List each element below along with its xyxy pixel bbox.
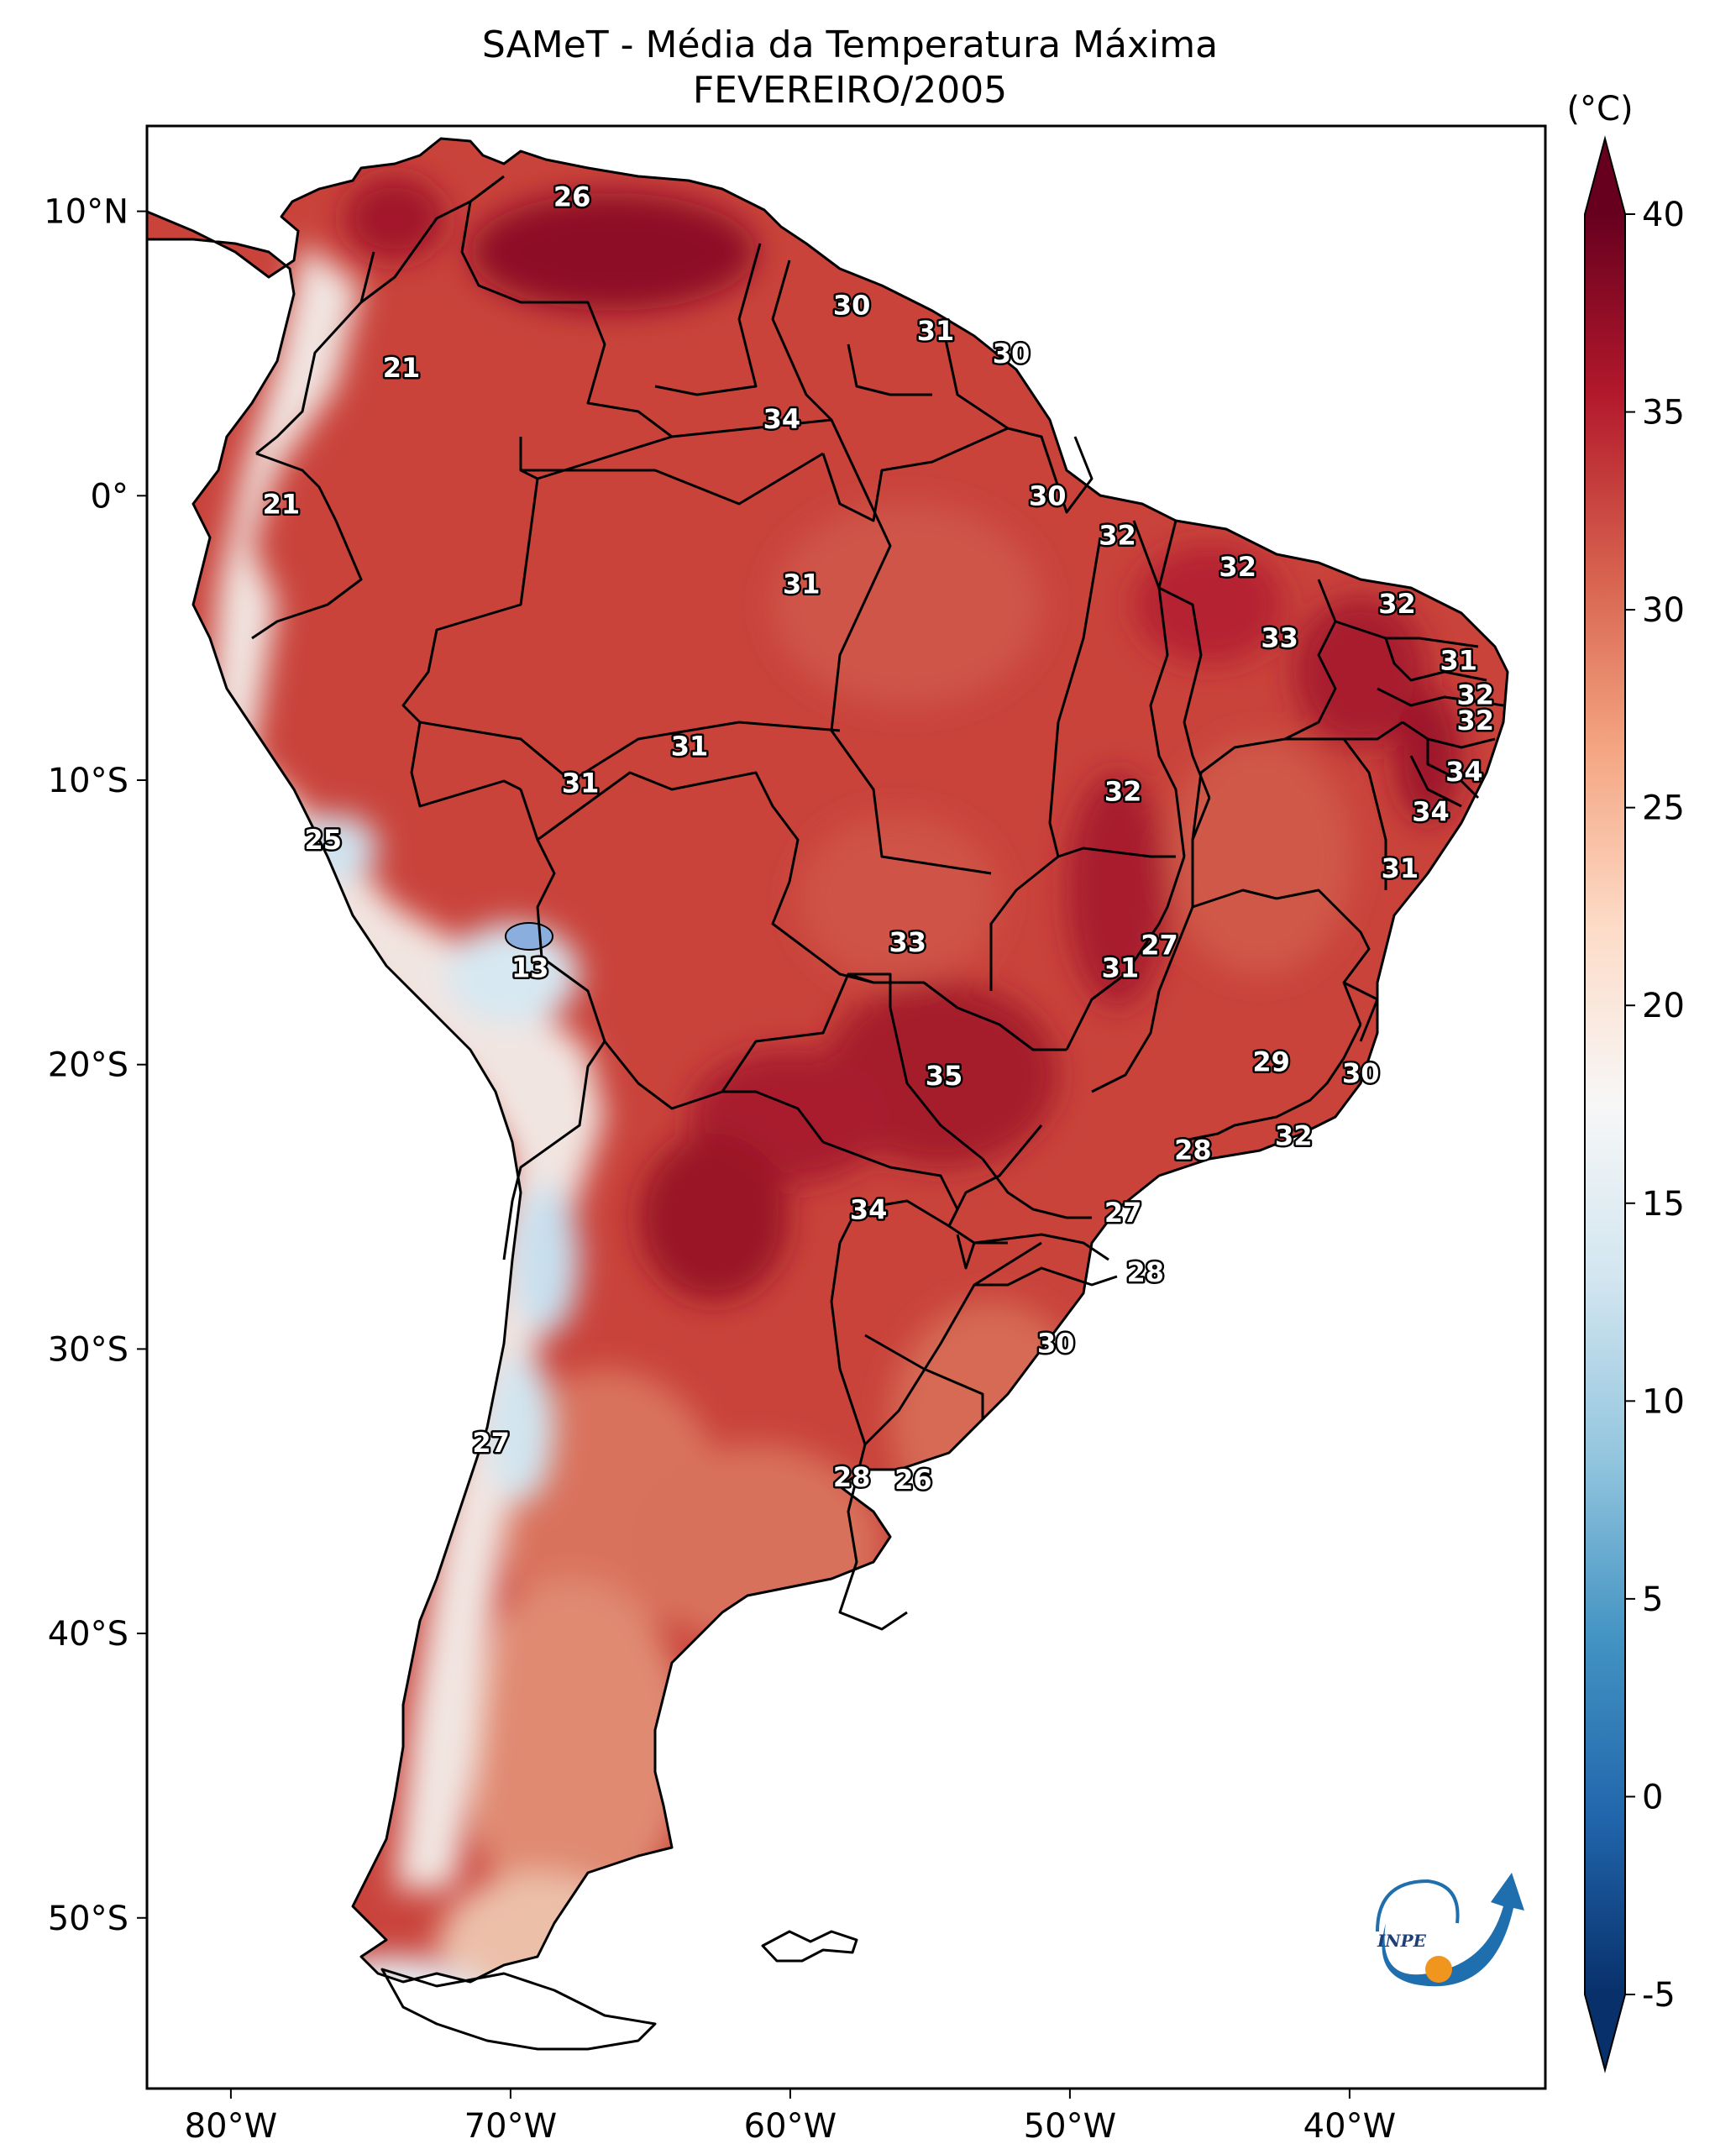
political-borders [251, 175, 1504, 1631]
colorbar-tick-label: 5 [1642, 1580, 1663, 1619]
colorbar-tick-label: 25 [1642, 789, 1685, 828]
temperature-label: 29 [1252, 1046, 1290, 1077]
temperature-label: 30 [1029, 480, 1067, 511]
tierra-del-fuego [380, 1968, 657, 2051]
temperature-label: 27 [1141, 929, 1178, 961]
lat-tick-label: 10°S [48, 762, 128, 800]
lat-tick-label: 10°N [44, 193, 128, 232]
temperature-label: 27 [472, 1427, 510, 1459]
temperature-label: 28 [1174, 1134, 1212, 1166]
temperature-label: 34 [763, 403, 801, 435]
lat-tick-label: 0° [91, 477, 128, 516]
temperature-label: 21 [263, 488, 301, 520]
temperature-label: 25 [305, 824, 343, 856]
temperature-label: 28 [1127, 1256, 1165, 1288]
temperature-label: 32 [1099, 520, 1136, 552]
temperature-label: 30 [1037, 1328, 1075, 1360]
temperature-label: 31 [1440, 645, 1478, 677]
map-subtitle: FEVEREIRO/2005 [693, 69, 1007, 112]
temperature-label: 30 [833, 289, 871, 321]
temperature-label: 31 [1102, 952, 1140, 984]
colorbar-ramp [1585, 214, 1625, 1994]
coastline-outline [145, 137, 1509, 1984]
lon-tick-label: 40°W [1303, 2107, 1396, 2146]
logo-swoosh-icon [1382, 1873, 1524, 1987]
colorbar: (°C) 40 35 30 25 20 15 10 5 0 -5 [1566, 90, 1685, 2073]
colorbar-tick-label: 40 [1642, 196, 1685, 234]
logo-orbit-icon [1376, 1879, 1460, 1932]
logo-text: INPE [1377, 1931, 1427, 1951]
colorbar-tick-label: 30 [1642, 591, 1685, 630]
latitude-axis: 10°N 0° 10°S 20°S 30°S 40°S 50°S [44, 193, 147, 1938]
temperature-label: 13 [511, 952, 549, 984]
logo-sun-icon [1425, 1956, 1452, 1983]
lat-tick-label: 30°S [48, 1330, 128, 1369]
temperature-label: 34 [1445, 756, 1483, 788]
colorbar-tick-label: 35 [1642, 394, 1685, 432]
colorbar-tick-label: 0 [1642, 1778, 1663, 1816]
temperature-label: 32 [1456, 705, 1494, 736]
temperature-label: 26 [553, 181, 591, 213]
colorbar-top-arrow [1585, 139, 1625, 214]
colorbar-tick-label: 10 [1642, 1382, 1685, 1421]
temperature-label: 27 [1104, 1197, 1142, 1229]
temperature-label: 31 [783, 568, 821, 600]
lake-titicaca [505, 922, 553, 951]
lat-tick-label: 20°S [48, 1046, 128, 1085]
lon-tick-label: 60°W [744, 2107, 837, 2146]
colorbar-units-label: (°C) [1566, 90, 1633, 128]
temperature-label: 31 [562, 767, 600, 799]
temperature-label: 26 [894, 1464, 932, 1496]
temperature-label: 28 [833, 1461, 871, 1493]
temperature-label: 34 [1412, 795, 1450, 827]
longitude-axis: 80°W 70°W 60°W 50°W 40°W [185, 2089, 1396, 2146]
lon-tick-label: 50°W [1024, 2107, 1116, 2146]
colorbar-bottom-arrow [1585, 1994, 1625, 2070]
temperature-label: 32 [1275, 1119, 1313, 1151]
temperature-label: 31 [671, 730, 709, 762]
map-title: SAMeT - Média da Temperatura Máxima [482, 24, 1218, 66]
temperature-label: 31 [917, 315, 955, 347]
lat-tick-label: 40°S [48, 1615, 128, 1654]
temperature-label: 35 [926, 1060, 963, 1092]
temperature-label: 32 [1456, 679, 1494, 710]
temperature-label: 30 [1342, 1057, 1380, 1089]
temperature-label: 33 [1261, 622, 1298, 654]
temperature-label: 31 [1382, 852, 1419, 884]
colorbar-tick-label: 20 [1642, 987, 1685, 1025]
colorbar-tick-label: 15 [1642, 1185, 1685, 1224]
temperature-label: 32 [1219, 551, 1256, 583]
lat-tick-label: 50°S [48, 1900, 128, 1938]
temperature-label: 33 [889, 926, 926, 958]
temperature-label: 30 [993, 338, 1031, 370]
inpe-logo: INPE [1376, 1873, 1524, 1987]
temperature-label: 32 [1104, 776, 1142, 808]
lon-tick-label: 70°W [464, 2107, 557, 2146]
colorbar-tick-label: -5 [1642, 1976, 1676, 2015]
temperature-label: 21 [383, 352, 421, 384]
temperature-label: 32 [1378, 588, 1416, 620]
falkland-islands [761, 1930, 858, 1963]
lon-tick-label: 80°W [185, 2107, 277, 2146]
temperature-label: 34 [850, 1193, 888, 1225]
